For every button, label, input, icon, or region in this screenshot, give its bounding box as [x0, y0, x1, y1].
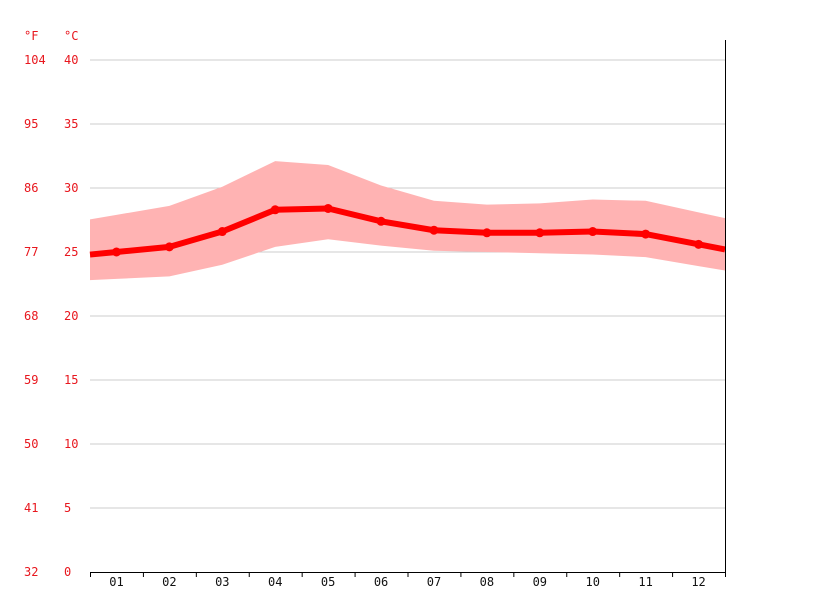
y-tick-label-c: 10 [64, 437, 78, 451]
data-point [164, 242, 174, 252]
y-tick-label-c: 35 [64, 117, 78, 131]
grid-lines [90, 59, 725, 509]
y-tick-label-f: 77 [24, 245, 38, 259]
data-point [270, 205, 280, 215]
x-tick-label: 08 [480, 575, 494, 589]
series-group [89, 203, 726, 258]
data-point [323, 203, 333, 213]
x-tick-label: 01 [109, 575, 123, 589]
temperature-range-band [90, 161, 725, 281]
data-point [482, 228, 492, 238]
data-point [111, 247, 121, 257]
x-tick-label: 11 [638, 575, 652, 589]
y-tick-label-f: 59 [24, 373, 38, 387]
y-tick-label-f: 32 [24, 565, 38, 579]
range-band-area [90, 161, 725, 281]
y-tick-label-c: 25 [64, 245, 78, 259]
unit-c-label: °C [64, 29, 78, 43]
y-tick-label-c: 0 [64, 565, 71, 579]
y-tick-labels: 32 0 41 5 50 10 59 15 68 20 77 25 86 30 95 35 104 40 [24, 53, 78, 579]
x-tick-label: 12 [691, 575, 705, 589]
y-tick-label-f: 41 [24, 501, 38, 515]
data-point [429, 225, 439, 235]
data-point [217, 227, 227, 237]
x-tick-label: 05 [321, 575, 335, 589]
data-point [376, 216, 386, 226]
y-tick-label-f: 50 [24, 437, 38, 451]
y-tick-label-f: 95 [24, 117, 38, 131]
x-tick-label: 04 [268, 575, 282, 589]
y-tick-label-c: 5 [64, 501, 71, 515]
x-tick-label: 03 [215, 575, 229, 589]
y-tick-label-c: 15 [64, 373, 78, 387]
x-tick-label: 02 [162, 575, 176, 589]
y-tick-label-f: 68 [24, 309, 38, 323]
y-tick-label-c: 20 [64, 309, 78, 323]
data-point [641, 229, 651, 239]
y-tick-label-f: 86 [24, 181, 38, 195]
data-point [588, 227, 598, 237]
axes [90, 40, 726, 577]
x-tick-label: 06 [374, 575, 388, 589]
y-tick-label-f: 104 [24, 53, 46, 67]
x-tick-label: 09 [533, 575, 547, 589]
y-tick-label-c: 30 [64, 181, 78, 195]
data-point [535, 228, 545, 238]
x-tick-label: 10 [585, 575, 599, 589]
x-tick-label: 07 [427, 575, 441, 589]
y-tick-label-c: 40 [64, 53, 78, 67]
data-point [694, 239, 704, 249]
x-tick-labels: 01 02 03 04 05 06 07 08 09 10 11 12 [109, 575, 706, 589]
unit-f-label: °F [24, 29, 38, 43]
series-line [89, 205, 726, 258]
